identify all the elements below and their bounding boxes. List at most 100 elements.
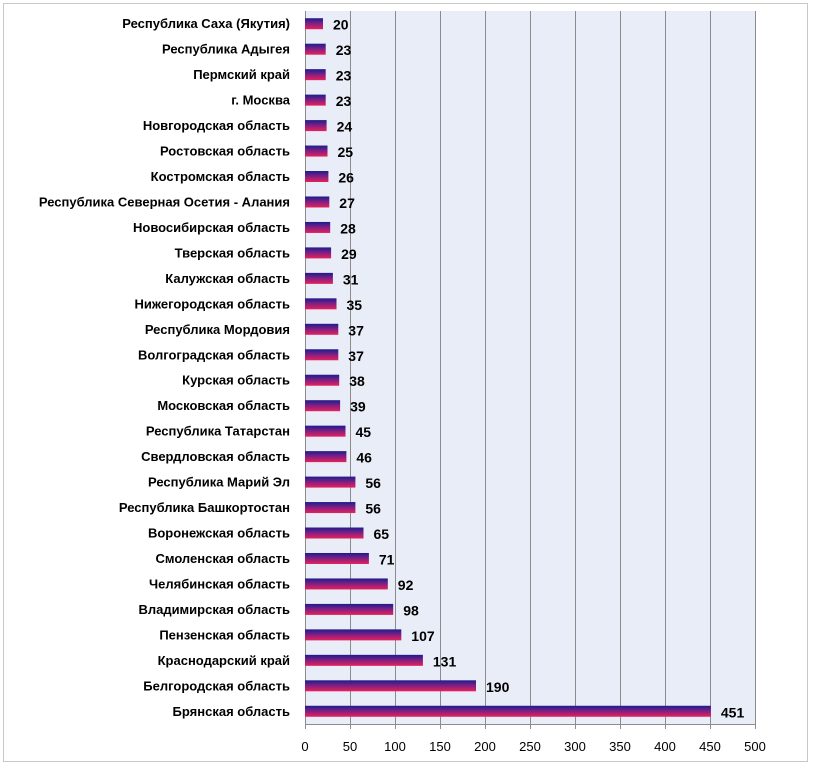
bar [305, 18, 323, 30]
category-label: Республика Марий Эл [148, 475, 290, 490]
category-label: Ростовская область [160, 144, 290, 159]
x-axis-ticks: 0 50 100 150 200 250 300 350 400 450 500 [301, 739, 765, 754]
bar [305, 425, 346, 437]
x-tick-label: 450 [699, 739, 721, 754]
bar [305, 145, 328, 157]
x-tick-label: 0 [301, 739, 308, 754]
bar [305, 323, 339, 335]
x-tick-label: 250 [519, 739, 541, 754]
category-labels: Республика Саха (Якутия) Республика Адыге… [39, 16, 291, 719]
category-label: Московская область [157, 398, 290, 413]
bar [305, 43, 326, 55]
x-tick-label: 150 [429, 739, 451, 754]
bar [305, 221, 331, 233]
data-label: 46 [356, 450, 372, 466]
data-label: 37 [348, 348, 364, 364]
data-label: 45 [356, 424, 372, 440]
bar [305, 196, 330, 208]
category-label: Пермский край [193, 67, 290, 82]
category-label: Республика Татарстан [146, 424, 290, 439]
category-label: Новгородская область [143, 118, 290, 133]
bar [305, 171, 329, 183]
data-label: 25 [338, 144, 354, 160]
category-label: Новосибирская область [133, 220, 290, 235]
bar [305, 374, 340, 386]
bar [305, 400, 341, 412]
data-label: 23 [336, 93, 352, 109]
x-tick-label: 200 [474, 739, 496, 754]
category-label: Республика Мордовия [145, 322, 290, 337]
category-label: Республика Саха (Якутия) [122, 16, 290, 31]
data-label: 107 [411, 628, 435, 644]
category-label: Волгоградская область [138, 347, 290, 362]
category-label: Костромская область [151, 169, 290, 184]
category-label: Республика Адыгея [162, 42, 290, 57]
data-label: 23 [336, 68, 352, 84]
data-label: 20 [333, 17, 349, 33]
gridlines [305, 11, 756, 729]
data-label: 26 [338, 170, 354, 186]
bar [305, 705, 711, 717]
category-label: Воронежская область [148, 526, 290, 541]
category-label: Тверская область [175, 245, 290, 260]
data-label: 56 [365, 501, 381, 517]
data-label: 27 [339, 195, 355, 211]
category-label: Пензенская область [159, 627, 290, 642]
data-label: 23 [336, 42, 352, 58]
bar [305, 603, 394, 615]
data-label: 37 [348, 322, 364, 338]
bar [305, 527, 364, 539]
category-label: г. Москва [231, 93, 290, 108]
data-label: 29 [341, 246, 357, 262]
x-tick-label: 500 [744, 739, 766, 754]
x-tick-label: 100 [384, 739, 406, 754]
bar [305, 298, 337, 310]
category-label: Калужская область [165, 271, 290, 286]
data-label: 65 [374, 526, 390, 542]
data-label: 24 [337, 119, 353, 135]
bar [305, 94, 326, 106]
category-label: Владимирская область [138, 602, 290, 617]
x-tick-label: 400 [654, 739, 676, 754]
bar [305, 654, 423, 666]
x-tick-label: 350 [609, 739, 631, 754]
x-tick-label: 300 [564, 739, 586, 754]
bar [305, 120, 327, 132]
category-label: Нижегородская область [134, 296, 290, 311]
bar [305, 680, 476, 692]
bar [305, 272, 333, 284]
data-label: 92 [398, 577, 414, 593]
category-label: Белгородская область [143, 678, 290, 693]
data-label: 451 [721, 704, 745, 720]
bar [305, 578, 388, 590]
data-label: 98 [403, 602, 419, 618]
data-label: 131 [433, 653, 457, 669]
data-label: 38 [349, 373, 365, 389]
bar [305, 476, 356, 488]
bar [305, 502, 356, 514]
bar [305, 629, 402, 641]
category-label: Курская область [182, 373, 290, 388]
category-label: Смоленская область [155, 551, 290, 566]
category-label: Республика Северная Осетия - Алания [39, 194, 290, 209]
x-tick-label: 50 [343, 739, 357, 754]
category-label: Краснодарский край [158, 653, 290, 668]
category-label: Республика Башкортостан [119, 500, 290, 515]
bars [305, 18, 711, 717]
category-label: Челябинская область [149, 576, 290, 591]
bar [305, 552, 369, 564]
bar [305, 69, 326, 81]
data-label: 56 [365, 475, 381, 491]
bar [305, 451, 347, 463]
data-label: 190 [486, 679, 510, 695]
data-label: 71 [379, 551, 395, 567]
bar [305, 349, 339, 361]
category-label: Брянская область [173, 704, 290, 719]
data-label: 39 [350, 399, 366, 415]
category-label: Свердловская область [141, 449, 290, 464]
data-labels: 20 23 23 23 24 25 26 27 28 29 31 35 37 37 38 39 45 46 56 56… [333, 17, 744, 721]
data-label: 31 [343, 271, 359, 287]
bar [305, 247, 332, 259]
data-label: 28 [340, 220, 356, 236]
